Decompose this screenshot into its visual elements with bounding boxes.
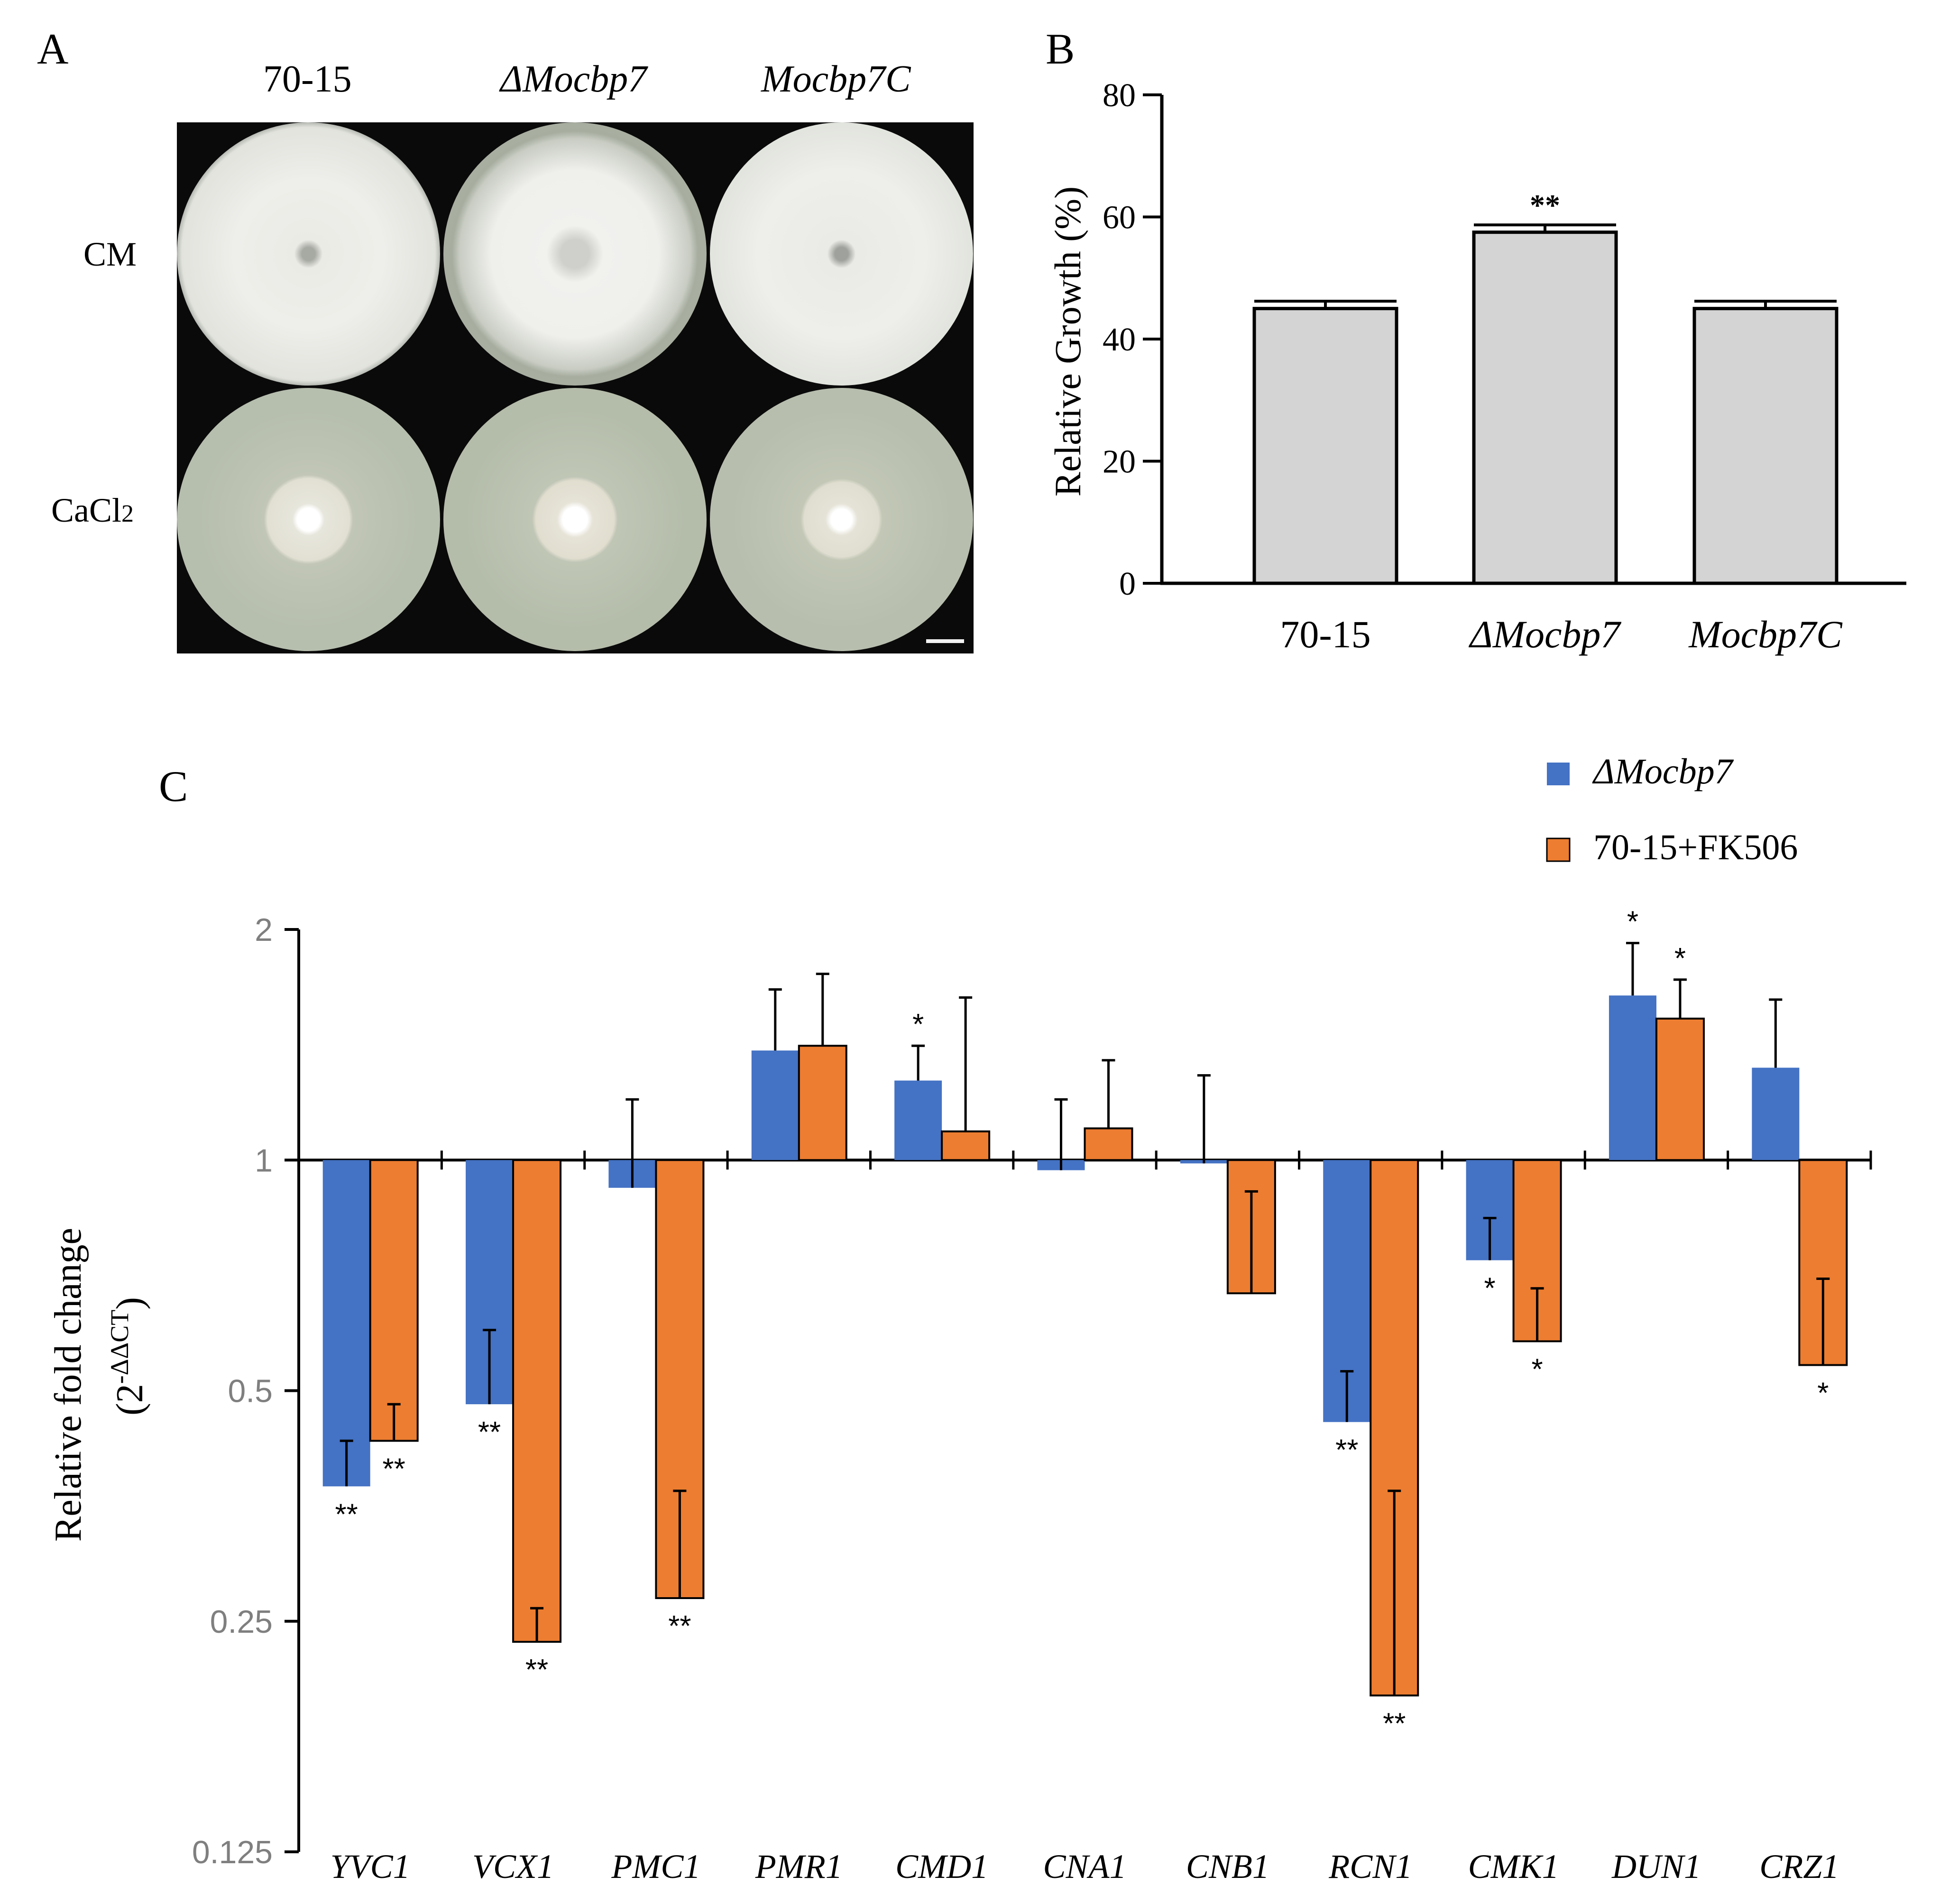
chart-c-category-label: CMD1 xyxy=(895,1848,988,1886)
chart-c-y-axis-label: Relative fold change xyxy=(47,1228,89,1542)
panel-b-letter: B xyxy=(1046,25,1075,73)
strain-header-complement: Mocbp7C xyxy=(761,58,911,100)
strain-header-mutant: ΔMocbp7 xyxy=(500,58,647,100)
chart-c-significance-label: ** xyxy=(335,1498,358,1531)
chart-b-bar xyxy=(1252,307,1398,585)
chart-c-y-tick-label: 0.5 xyxy=(228,1373,273,1409)
chart-c-bar-fk506 xyxy=(1655,1017,1705,1161)
plate-cacl2-complement xyxy=(710,388,973,651)
chart-c-category-label: YVC1 xyxy=(331,1848,410,1886)
chart-c-legend-label: ΔMocbp7 xyxy=(1592,752,1734,791)
chart-b-category-label: ΔMocbp7 xyxy=(1469,613,1622,656)
panel-a-letter: A xyxy=(37,25,69,73)
chart-c-bar-mutant xyxy=(1752,1067,1800,1160)
chart-c-category-label: CMK1 xyxy=(1468,1848,1559,1886)
chart-c-significance-label: * xyxy=(1817,1377,1829,1410)
chart-c-significance-label: ** xyxy=(383,1453,405,1485)
chart-c-significance-label: ** xyxy=(1383,1707,1406,1740)
chart-c-y-tick-label: 0.25 xyxy=(210,1604,273,1640)
plate-cacl2-mutant xyxy=(443,388,707,651)
plate-cm-wildtype xyxy=(177,122,440,386)
chart-c-y-unit-end: ) xyxy=(109,1297,151,1310)
chart-b-y-tick-label: 0 xyxy=(1119,566,1136,602)
row-label-cacl2: CaCl2 xyxy=(51,491,134,530)
chart-b-labels: 70-15 ** ΔMocbp7 Mocbp7C xyxy=(1280,188,1843,656)
chart-b-category-label: Mocbp7C xyxy=(1688,613,1843,656)
chart-c-bar-mutant xyxy=(894,1080,942,1160)
chart-b-y-tick-label: 40 xyxy=(1103,322,1136,358)
chart-c-y-tick-label: 2 xyxy=(255,912,273,948)
scale-bar xyxy=(926,639,964,643)
chart-c-bar-fk506 xyxy=(941,1130,991,1161)
chart-c-significance-label: * xyxy=(912,1008,924,1041)
chart-c-significance-label: ** xyxy=(478,1416,501,1449)
chart-c-labels: YVC1****VCX1****PMC1**PMR1 CMD1*CNA1 CNB1 R… xyxy=(331,906,1839,1886)
chart-c-category-label: DUN1 xyxy=(1611,1848,1701,1886)
row-label-cm: CM xyxy=(83,235,137,273)
chart-c-category-label: CRZ1 xyxy=(1759,1848,1839,1886)
chart-c-category-label: PMR1 xyxy=(755,1848,843,1886)
chart-b-y-tick-label: 80 xyxy=(1103,77,1136,114)
chart-b-significance-label: ** xyxy=(1530,188,1560,222)
plates-photograph xyxy=(177,122,974,653)
chart-c-category-label: PMC1 xyxy=(611,1848,700,1886)
chart-c-significance-label: * xyxy=(1627,906,1638,938)
row-label-cacl2-sub: 2 xyxy=(121,500,134,527)
plate-cm-mutant xyxy=(443,122,707,386)
chart-b-y-tick-label: 60 xyxy=(1103,200,1136,236)
chart-c-y-unit-sup: -ΔΔCT xyxy=(105,1310,134,1384)
chart-c-category-label: RCN1 xyxy=(1328,1848,1412,1886)
chart-c-significance-label: ** xyxy=(1335,1434,1358,1467)
chart-c-category-label: CNB1 xyxy=(1186,1848,1269,1886)
chart-c-legend-swatch xyxy=(1547,763,1570,785)
plate-cacl2-wildtype xyxy=(177,388,440,651)
chart-b: 0 20 40 60 80 70-15 ** ΔMocbp7 Mocbp7C Relative… xyxy=(1047,77,1906,656)
chart-c-category-label: CNA1 xyxy=(1043,1848,1126,1886)
chart-c-category-label: VCX1 xyxy=(472,1848,554,1886)
chart-c-bar-fk506 xyxy=(798,1045,847,1161)
strain-header-wildtype: 70-15 xyxy=(263,58,352,100)
plate-cm-complement xyxy=(710,122,973,386)
chart-c-significance-label: * xyxy=(1674,942,1686,975)
chart-c-y-tick-label: 0.125 xyxy=(192,1834,273,1870)
chart-c-y-axis-unit: (2-ΔΔCT) xyxy=(105,1297,151,1416)
chart-c-significance-label: ** xyxy=(668,1610,691,1643)
chart-b-bar xyxy=(1472,230,1618,585)
chart-b-category-label: 70-15 xyxy=(1280,613,1370,656)
chart-c-y-tick-label: 1 xyxy=(255,1142,273,1178)
row-label-cacl2-base: CaCl xyxy=(51,491,122,529)
chart-c-legend-swatch xyxy=(1546,837,1571,862)
chart-b-y-tick-label: 20 xyxy=(1103,444,1136,480)
chart-c-bar-mutant xyxy=(322,1160,370,1487)
chart-c-significance-label: * xyxy=(1484,1272,1496,1305)
chart-c-bar-fk506 xyxy=(369,1159,419,1442)
chart-c-legend: ΔMocbp7 70-15+FK506 xyxy=(1546,752,1798,867)
chart-c-bar-mutant xyxy=(1609,995,1656,1160)
chart-c-bars xyxy=(322,942,1848,1697)
chart-b-y-axis-label: Relative Growth (%) xyxy=(1047,186,1088,497)
chart-b-bar xyxy=(1692,307,1839,585)
chart-c-bar-mutant xyxy=(751,1050,799,1160)
chart-c-significance-label: * xyxy=(1532,1353,1543,1386)
chart-b-bars xyxy=(1252,223,1839,585)
chart-c-y-unit-base: (2 xyxy=(109,1384,151,1416)
chart-c-bar-fk506 xyxy=(1084,1127,1133,1161)
panel-c-letter: C xyxy=(159,762,188,810)
chart-c-significance-label: ** xyxy=(525,1654,548,1686)
chart-c-legend-label: 70-15+FK506 xyxy=(1593,828,1798,867)
chart-c-bar-fk506 xyxy=(512,1159,562,1643)
